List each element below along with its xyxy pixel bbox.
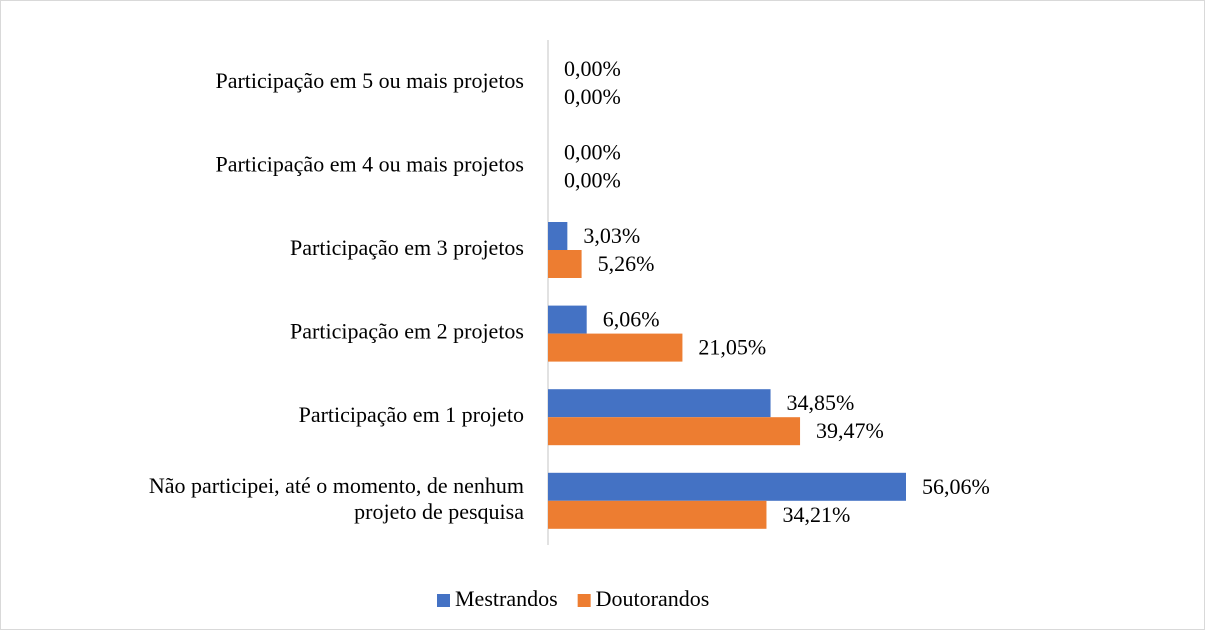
legend-label: Doutorandos: [596, 586, 710, 611]
value-label: 56,06%: [922, 474, 990, 499]
legend-swatch: [577, 594, 591, 607]
bar: [548, 500, 767, 529]
value-label: 0,00%: [564, 167, 621, 192]
category-label: Participação em 3 projetos: [290, 235, 524, 260]
bar: [548, 472, 906, 501]
value-label: 34,21%: [782, 502, 850, 527]
bar: [548, 389, 771, 418]
value-label: 0,00%: [564, 56, 621, 81]
bar: [548, 222, 568, 250]
legend-label: Mestrandos: [455, 586, 558, 611]
bar: [548, 250, 582, 278]
value-label: 34,85%: [787, 390, 855, 415]
category-label: Participação em 4 ou mais projetos: [215, 151, 524, 176]
category-label: Participação em 2 projetos: [290, 319, 524, 344]
value-label: 0,00%: [564, 139, 621, 164]
category-label: Participação em 1 projeto: [299, 402, 524, 427]
value-label: 5,26%: [598, 251, 655, 276]
bar: [548, 305, 587, 334]
value-label: 3,03%: [583, 223, 640, 248]
bar: [548, 417, 801, 446]
value-label: 21,05%: [698, 335, 766, 360]
value-label: 0,00%: [564, 84, 621, 109]
value-label: 6,06%: [603, 307, 660, 332]
legend-swatch: [437, 594, 450, 607]
category-label: Participação em 5 ou mais projetos: [215, 68, 524, 93]
category-label: Não participei, até o momento, de nenhum…: [149, 473, 524, 524]
value-label: 39,47%: [816, 418, 884, 443]
bar: [548, 333, 683, 362]
